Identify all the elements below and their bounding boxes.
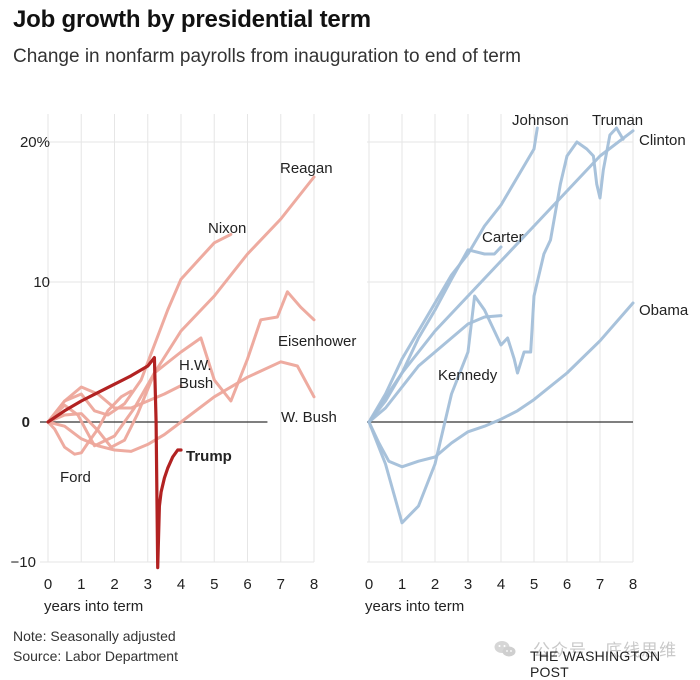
x-tick-label: 6 (563, 576, 571, 593)
x-axis-label: years into term (44, 598, 143, 615)
x-tick-label: 2 (431, 576, 439, 593)
x-tick-label: 0 (365, 576, 373, 593)
x-tick-label: 1 (398, 576, 406, 593)
x-tick-label: 3 (144, 576, 152, 593)
series-label-trump: Trump (186, 448, 232, 465)
x-tick-label: 4 (177, 576, 185, 593)
x-tick-label: 2 (110, 576, 118, 593)
series-line-trump (46, 356, 183, 570)
series-label-ford: Ford (60, 469, 91, 486)
series-line-eisenhower (46, 290, 316, 448)
y-tick-label: 0 (22, 414, 30, 431)
x-tick-label: 0 (44, 576, 52, 593)
chart-title: Job growth by presidential term (13, 6, 371, 33)
x-tick-label: 4 (497, 576, 505, 593)
publisher-credit: THE WASHINGTON POST (530, 648, 661, 680)
wechat-icon (494, 641, 516, 657)
series-line-nixon (46, 232, 233, 424)
series-label-carter: Carter (482, 229, 524, 246)
series-line-truman (367, 126, 625, 525)
x-tick-label: 8 (310, 576, 318, 593)
x-tick-label: 3 (464, 576, 472, 593)
series-label-obama: Obama (639, 302, 689, 319)
series-line-kennedy (367, 314, 503, 424)
chart-subtitle: Change in nonfarm payrolls from inaugura… (13, 46, 521, 67)
source-text: Source: Labor Department (13, 648, 178, 664)
series-line-obama (367, 301, 635, 469)
y-tick-label: 20% (20, 134, 50, 151)
x-tick-label: 7 (596, 576, 604, 593)
series-line-ford (46, 389, 133, 456)
y-tick-label: 10 (33, 274, 50, 291)
x-tick-label: 8 (629, 576, 637, 593)
x-tick-label: 5 (210, 576, 218, 593)
series-line-johnson (367, 126, 539, 424)
watermark-text: 公众号 · 底线思维 (533, 641, 678, 660)
grid-layer (40, 114, 634, 563)
series-line-h-w-bush (46, 384, 183, 424)
series-label-h-w-bush: H.W. Bush (179, 357, 213, 392)
series-label-truman: Truman (592, 112, 643, 129)
y-tick-label: −10 (11, 554, 36, 571)
series-label-reagan: Reagan (280, 160, 333, 177)
series-label-nixon: Nixon (208, 220, 246, 237)
series-label-w-bush: W. Bush (281, 409, 337, 426)
series-label-eisenhower: Eisenhower (278, 333, 356, 350)
x-tick-label: 1 (77, 576, 85, 593)
x-axis-label: years into term (365, 598, 464, 615)
series-line-clinton (367, 129, 635, 424)
x-tick-label: 5 (530, 576, 538, 593)
note-text: Note: Seasonally adjusted (13, 628, 176, 644)
x-tick-label: 6 (243, 576, 251, 593)
series-label-johnson: Johnson (512, 112, 569, 129)
series-layer (46, 126, 635, 570)
series-label-clinton: Clinton (639, 132, 686, 149)
series-label-kennedy: Kennedy (438, 367, 498, 384)
x-tick-label: 7 (277, 576, 285, 593)
series-line-reagan (46, 175, 316, 449)
